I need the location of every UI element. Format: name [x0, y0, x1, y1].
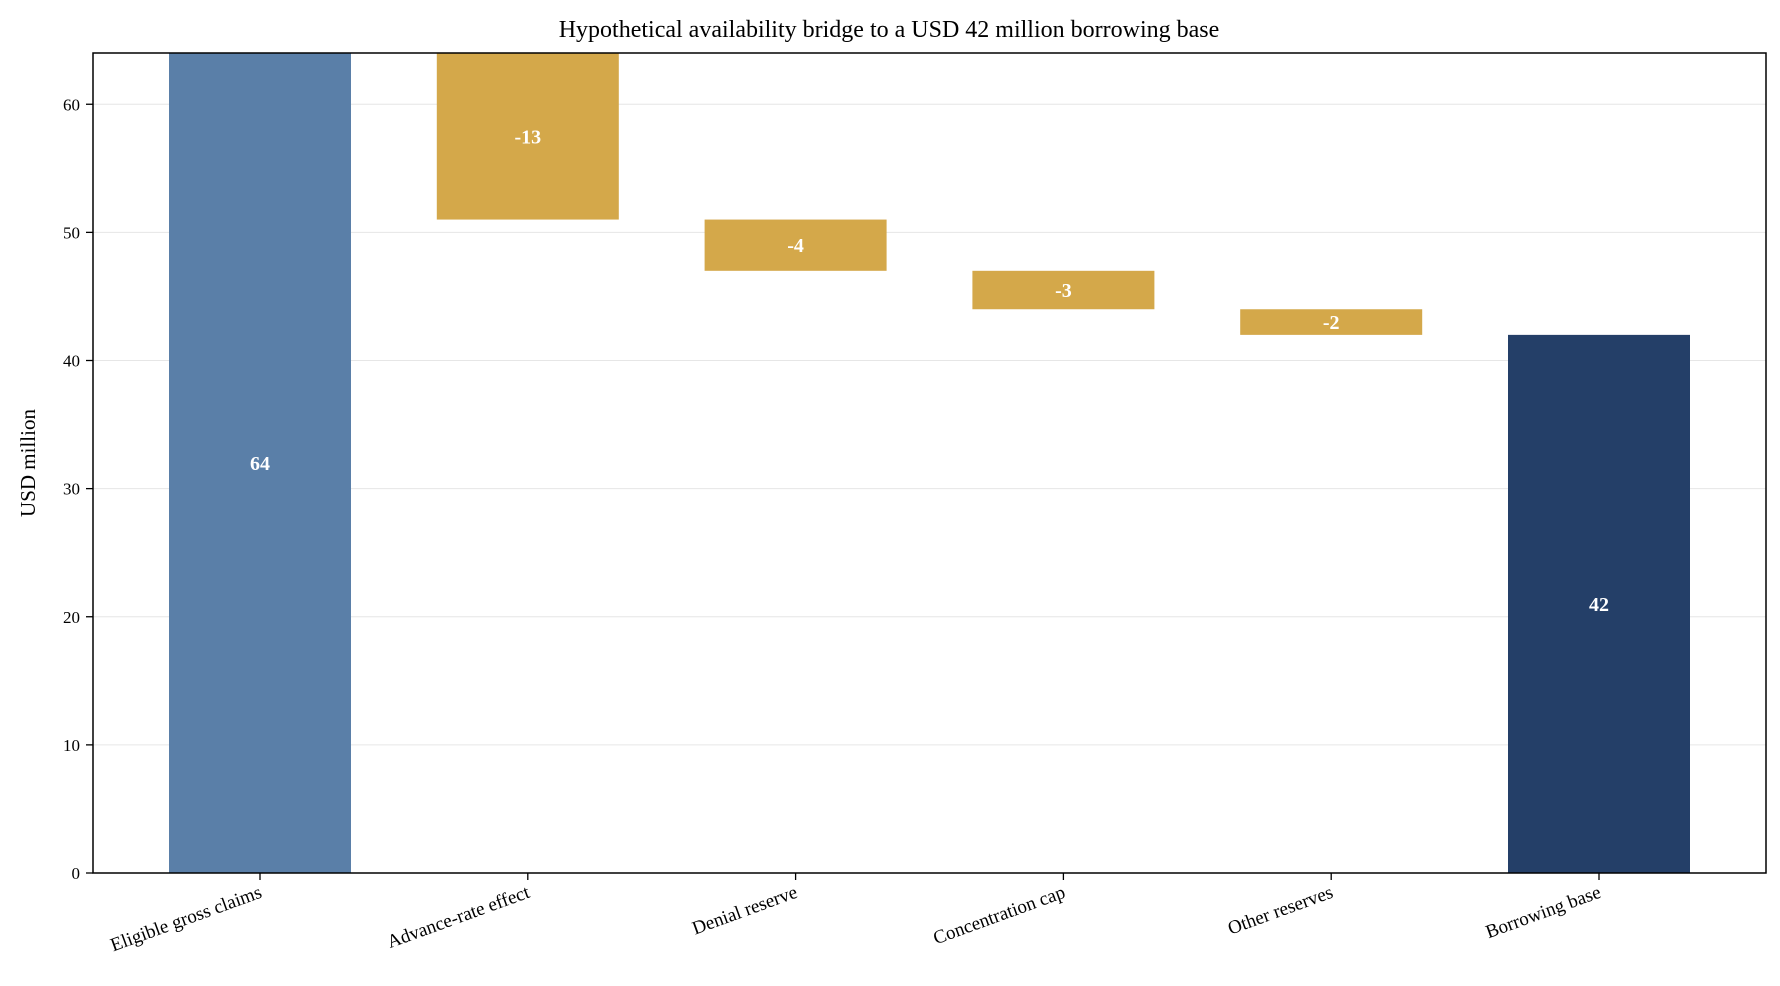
y-tick-label: 50	[63, 223, 80, 242]
x-tick-label: Concentration cap	[931, 882, 1069, 949]
bar-advance-rate-effect	[436, 53, 619, 220]
bar-value-label: -4	[787, 235, 804, 257]
gridlines	[93, 103, 1766, 746]
bar-borrowing-base	[1508, 334, 1690, 873]
bar-value-label: 64	[250, 453, 270, 475]
bar-denial-reserve	[704, 219, 887, 271]
y-tick-label: 30	[63, 480, 80, 499]
chart-title: Hypothetical availability bridge to a US…	[559, 17, 1220, 43]
x-tick-label: Denial reserve	[690, 882, 801, 939]
x-tick-label: Borrowing base	[1483, 882, 1604, 943]
x-tick-label: Other reserves	[1225, 882, 1336, 939]
bar-concentration-cap	[972, 270, 1155, 310]
bar-value-label: -13	[514, 126, 541, 148]
y-axis-label: USD million	[16, 409, 40, 517]
bars: 64 -13 -4 -3 -2 42	[169, 53, 1690, 873]
bar-value-label: -2	[1323, 312, 1340, 334]
y-tick-label: 20	[63, 608, 80, 627]
bar-eligible-gross-claims	[169, 53, 351, 873]
y-axis-ticks: 0 10 20 30 40 50 60	[63, 95, 93, 883]
bar-value-label: -3	[1055, 280, 1072, 302]
bar-value-label: 42	[1589, 594, 1609, 616]
bar-other-reserves	[1240, 309, 1423, 335]
y-tick-label: 40	[63, 352, 80, 371]
y-tick-label: 0	[72, 864, 81, 883]
y-tick-label: 10	[63, 736, 80, 755]
plot-frame	[92, 52, 1767, 874]
x-tick-label: Advance-rate effect	[384, 882, 533, 953]
y-tick-label: 60	[63, 95, 80, 114]
x-tick-label: Eligible gross claims	[108, 882, 265, 956]
x-axis-ticks: Eligible gross claims Advance-rate effect…	[108, 873, 1604, 956]
